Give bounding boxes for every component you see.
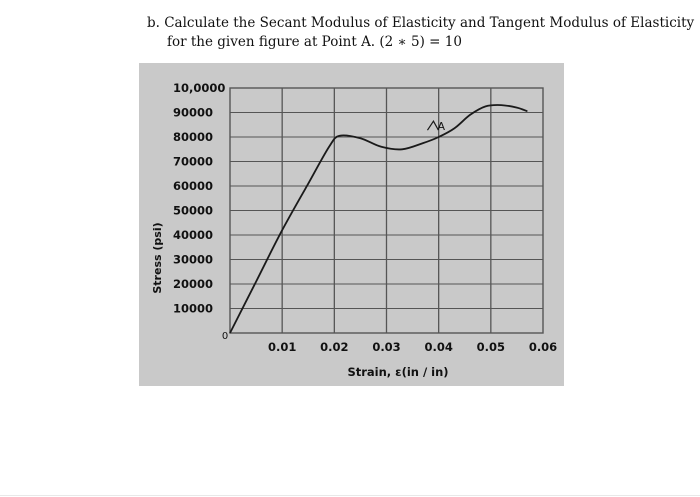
y-tick-label: 30000 [173, 253, 213, 267]
x-tick-label: 0.02 [320, 340, 348, 354]
question-line-2: for the given figure at Point A. (2 ∗ 5)… [167, 34, 462, 50]
y-tick-label: 40000 [173, 228, 213, 242]
y-tick-label: 70000 [173, 155, 213, 169]
x-tick-label: 0 [222, 331, 228, 342]
point-a-marker [426, 120, 439, 131]
question-line-1: b. Calculate the Secant Modulus of Elast… [147, 15, 695, 31]
y-tick-label: 10000 [173, 302, 213, 316]
y-tick-label: 10,0000 [173, 81, 225, 95]
stress-strain-figure: 10000 20000 30000 40000 50000 60000 70000 80000… [139, 63, 564, 386]
y-axis-label: Stress (psi) [151, 222, 164, 293]
chart-grid [229, 87, 544, 334]
x-tick-label: 0.04 [424, 340, 452, 354]
y-tick-label: 50000 [173, 204, 213, 218]
page-divider [0, 495, 700, 496]
x-tick-label: 0.05 [477, 340, 505, 354]
point-a-label: A [437, 120, 445, 133]
annotations: A [426, 120, 445, 133]
stress-strain-chart: 10000 20000 30000 40000 50000 60000 70000 80000… [151, 81, 557, 379]
stress-strain-curve [229, 104, 528, 334]
x-tick-label: 0.01 [268, 340, 296, 354]
y-tick-label: 80000 [173, 130, 213, 144]
y-tick-label: 20000 [173, 277, 213, 291]
x-axis-label: Strain, ε(in / in) [347, 365, 448, 379]
y-tick-label: 60000 [173, 179, 213, 193]
y-tick-labels: 10000 20000 30000 40000 50000 60000 70000 80000… [173, 81, 225, 316]
x-tick-labels: 0 0.01 0.02 0.03 0.04 0.05 0.06 [222, 331, 557, 354]
y-tick-label: 90000 [173, 106, 213, 120]
x-tick-label: 0.03 [372, 340, 400, 354]
x-tick-label: 0.06 [529, 340, 557, 354]
